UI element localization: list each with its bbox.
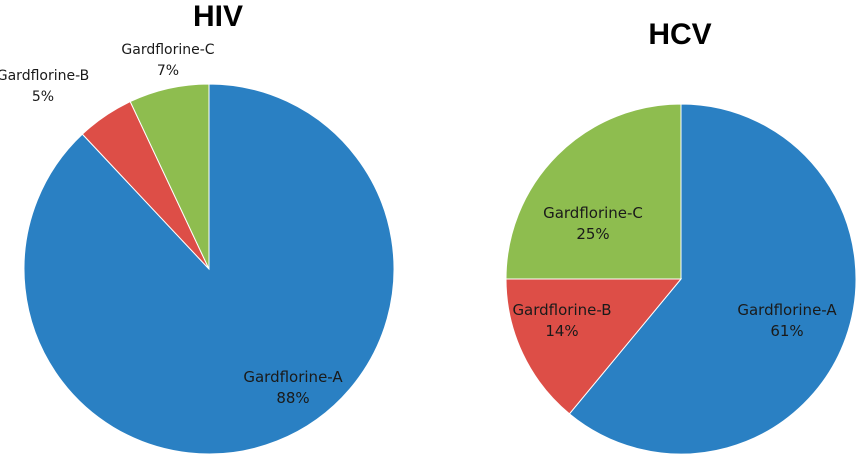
- slice-category-label: Gardflorine-C: [543, 204, 643, 222]
- hiv-labels: Gardflorine-A 88%Gardflorine-B 5%Gardflori…: [0, 42, 343, 407]
- slice-label: Gardflorine-A 88%: [243, 368, 343, 407]
- slice-label: Gardflorine-C 7%: [121, 42, 214, 79]
- hiv-slices: [23, 83, 395, 455]
- chart-title: HIV: [193, 0, 243, 33]
- pie-slice-gardflorine-c: [129, 83, 210, 270]
- slice-percent-label: 14%: [545, 322, 578, 340]
- hcv-slices: [505, 103, 857, 455]
- pie-slice-gardflorine-c: [505, 103, 682, 280]
- slice-category-label: Gardflorine-A: [243, 368, 343, 386]
- chart-title: HCV: [648, 18, 711, 51]
- slice-percent-label: 88%: [276, 389, 309, 407]
- slice-percent-label: 25%: [576, 225, 609, 243]
- slice-percent-label: 7%: [157, 63, 179, 79]
- slice-category-label: Gardflorine-B: [0, 68, 89, 84]
- slice-label: Gardflorine-B 5%: [0, 68, 89, 105]
- hiv-pie-chart: HIV Gardflorine-A 88%Gardflorine-B 5%Gardf…: [0, 0, 395, 455]
- slice-label: Gardflorine-C 25%: [543, 204, 643, 243]
- hcv-pie-chart: HCV Gardflorine-A 61%Gardflorine-B 14%Gard…: [505, 18, 857, 455]
- pie-slice-gardflorine-b: [505, 278, 683, 415]
- slice-label: Gardflorine-B 14%: [512, 301, 611, 340]
- slice-category-label: Gardflorine-C: [121, 42, 214, 58]
- slice-category-label: Gardflorine-B: [512, 301, 611, 319]
- slice-percent-label: 61%: [770, 322, 803, 340]
- slice-percent-label: 5%: [32, 89, 54, 105]
- slice-label: Gardflorine-A 61%: [737, 301, 837, 340]
- hcv-labels: Gardflorine-A 61%Gardflorine-B 14%Gardflor…: [512, 204, 837, 340]
- pie-slice-gardflorine-a: [568, 103, 857, 455]
- slice-category-label: Gardflorine-A: [737, 301, 837, 319]
